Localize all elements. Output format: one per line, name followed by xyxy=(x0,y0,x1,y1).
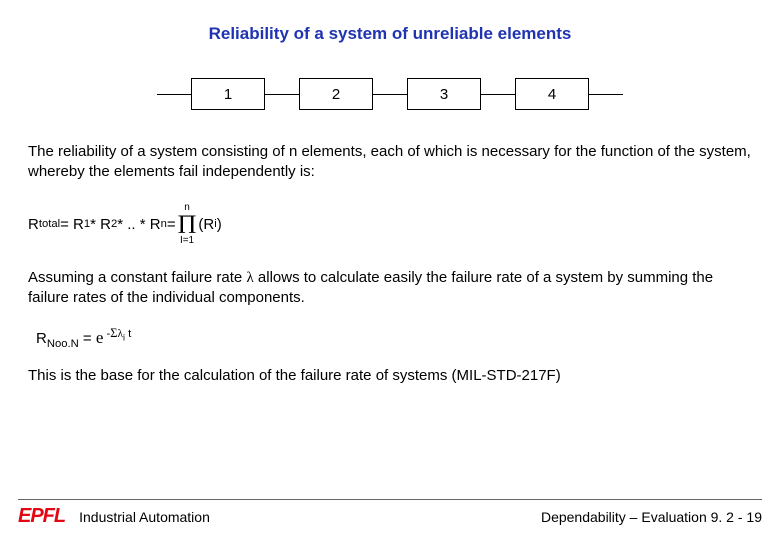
f2-t: t xyxy=(125,328,131,340)
lambda-symbol: λ xyxy=(246,270,253,286)
prod-lower: I=1 xyxy=(180,236,194,246)
f1-eq2: = xyxy=(167,216,176,233)
f2-eq: = xyxy=(79,330,96,347)
f1-r: R xyxy=(28,216,39,233)
footer-right-label: Dependability – Evaluation 9. 2 - 19 xyxy=(541,509,762,525)
paragraph-3: This is the base for the calculation of … xyxy=(28,366,752,386)
f2-rsub: Noo.N xyxy=(47,338,79,350)
f1-eq: = R xyxy=(60,216,84,233)
f1-star1: * R xyxy=(90,216,111,233)
product-operator: n Π I=1 xyxy=(178,203,197,246)
block-2: 2 xyxy=(299,78,373,110)
slide-title: Reliability of a system of unreliable el… xyxy=(28,24,752,44)
f1-after: (R xyxy=(198,216,214,233)
wire xyxy=(589,94,623,95)
wire xyxy=(481,94,515,95)
wire xyxy=(157,94,191,95)
block-1: 1 xyxy=(191,78,265,110)
formula-product: Rtotal = R1 * R2 * .. * Rn = n Π I=1 (Ri… xyxy=(28,203,752,246)
f1-star2: * .. * R xyxy=(117,216,160,233)
p2a: Assuming a constant failure rate xyxy=(28,269,246,286)
wire xyxy=(265,94,299,95)
f1-close: ) xyxy=(217,216,222,233)
footer-divider xyxy=(18,499,762,500)
f2-exp: -Σλi t xyxy=(103,328,131,340)
block-4: 4 xyxy=(515,78,589,110)
prod-symbol: Π xyxy=(178,213,197,236)
formula-exponential: RNoo.N = e -Σλi t xyxy=(36,328,752,348)
epfl-logo: EPFL xyxy=(18,505,65,528)
footer-left-label: Industrial Automation xyxy=(79,509,210,525)
paragraph-2: Assuming a constant failure rate λ allow… xyxy=(28,268,752,309)
series-diagram: 1 2 3 4 xyxy=(28,78,752,110)
block-3: 3 xyxy=(407,78,481,110)
wire xyxy=(373,94,407,95)
slide-footer: EPFL Industrial Automation Dependability… xyxy=(0,499,780,528)
paragraph-1: The reliability of a system consisting o… xyxy=(28,142,752,183)
f2-r: R xyxy=(36,330,47,347)
